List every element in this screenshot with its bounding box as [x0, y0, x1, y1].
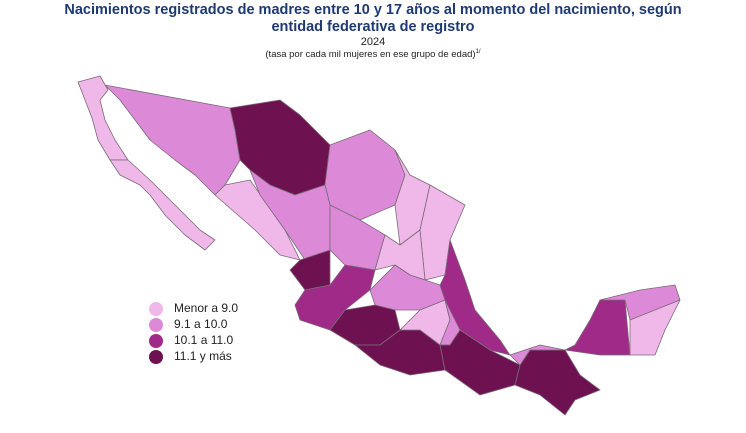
legend-label: 10.1 a 11.0: [174, 333, 233, 347]
state: [109, 159, 216, 251]
legend-swatch: [149, 302, 163, 316]
state: [514, 349, 601, 416]
legend-label: 9.1 a 10.0: [174, 317, 228, 331]
map-title: Nacimientos registrados de madres entre …: [64, 2, 682, 35]
state: [294, 264, 376, 331]
legend-swatch: [149, 350, 163, 364]
state: [509, 344, 566, 366]
legend-swatch: [149, 318, 163, 332]
state: [564, 299, 631, 356]
note-text: (tasa por cada mil mujeres en ese grupo …: [265, 49, 476, 61]
note-marker: 1/: [475, 49, 481, 55]
state: [214, 179, 301, 261]
state: [104, 84, 241, 196]
map-note: (tasa por cada mil mujeres en ese grupo …: [0, 49, 746, 60]
state: [77, 75, 129, 161]
state: [629, 299, 681, 356]
state: [324, 129, 406, 221]
map-year: 2024: [360, 36, 386, 48]
legend: Menor a 9.0 9.1 a 10.0 10.1 a 11.0 11.1 y m…: [149, 301, 238, 364]
legend-swatch: [149, 334, 163, 348]
legend-label: Menor a 9.0: [174, 301, 238, 315]
legend-label: 11.1 y más: [174, 349, 232, 363]
states: [77, 75, 681, 416]
